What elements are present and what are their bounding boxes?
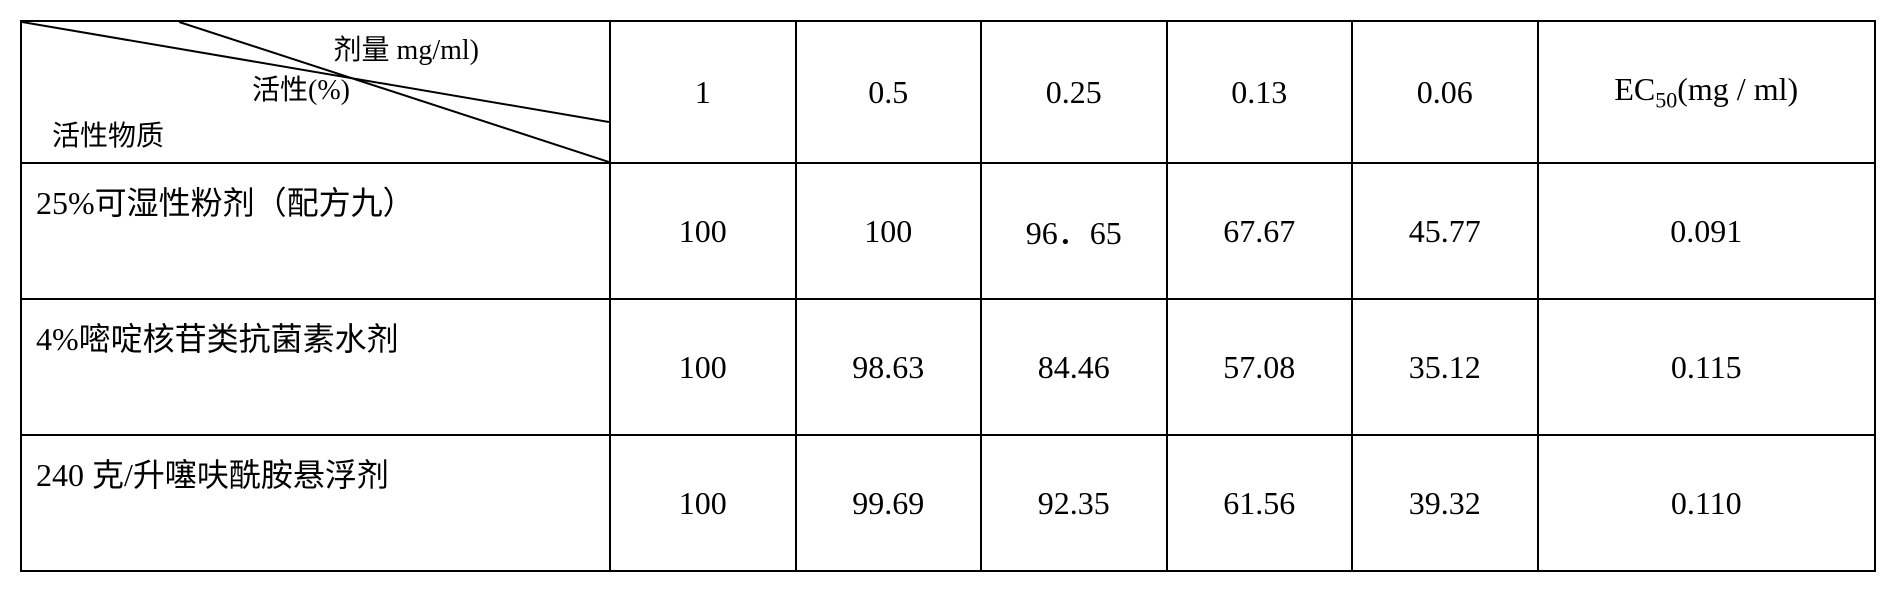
cell: 100 — [610, 435, 796, 571]
row-label-1: 4%嘧啶核苷类抗菌素水剂 — [21, 299, 610, 435]
diag-label-activity: 活性(%) — [252, 68, 350, 108]
cell: 67.67 — [1167, 163, 1353, 299]
table-row: 4%嘧啶核苷类抗菌素水剂 100 98.63 84.46 57.08 35.12… — [21, 299, 1875, 435]
dose-header-3: 0.13 — [1167, 21, 1353, 163]
table-row: 240 克/升噻呋酰胺悬浮剂 100 99.69 92.35 61.56 39.… — [21, 435, 1875, 571]
cell: 100 — [796, 163, 982, 299]
dose-header-1: 0.5 — [796, 21, 982, 163]
data-table: 剂量 mg/ml) 活性(%) 活性物质 1 0.5 0.25 0.13 0.0… — [20, 20, 1876, 572]
dose-header-4: 0.06 — [1352, 21, 1538, 163]
cell: 35.12 — [1352, 299, 1538, 435]
ec-suffix: (mg / ml) — [1677, 71, 1798, 107]
cell: 98.63 — [796, 299, 982, 435]
cell: 84.46 — [981, 299, 1167, 435]
dose-header-2: 0.25 — [981, 21, 1167, 163]
ec-prefix: EC — [1614, 71, 1655, 107]
cell: 100 — [610, 163, 796, 299]
cell: 39.32 — [1352, 435, 1538, 571]
header-row: 剂量 mg/ml) 活性(%) 活性物质 1 0.5 0.25 0.13 0.0… — [21, 21, 1875, 163]
table-row: 25%可湿性粉剂（配方九） 100 100 96．65 67.67 45.77 … — [21, 163, 1875, 299]
cell: 92.35 — [981, 435, 1167, 571]
diagonal-header-cell: 剂量 mg/ml) 活性(%) 活性物质 — [21, 21, 610, 163]
cell: 61.56 — [1167, 435, 1353, 571]
cell: 57.08 — [1167, 299, 1353, 435]
ec50-cell: 0.110 — [1538, 435, 1876, 571]
cell: 100 — [610, 299, 796, 435]
ec-sub: 50 — [1655, 87, 1677, 112]
diag-label-dose: 剂量 mg/ml) — [334, 28, 479, 68]
cell: 45.77 — [1352, 163, 1538, 299]
ec50-header: EC50(mg / ml) — [1538, 21, 1876, 163]
row-label-0: 25%可湿性粉剂（配方九） — [21, 163, 610, 299]
cell: 96．65 — [981, 163, 1167, 299]
cell: 99.69 — [796, 435, 982, 571]
row-label-2: 240 克/升噻呋酰胺悬浮剂 — [21, 435, 610, 571]
dose-header-0: 1 — [610, 21, 796, 163]
ec50-cell: 0.115 — [1538, 299, 1876, 435]
ec50-cell: 0.091 — [1538, 163, 1876, 299]
diag-label-substance: 活性物质 — [52, 114, 164, 154]
